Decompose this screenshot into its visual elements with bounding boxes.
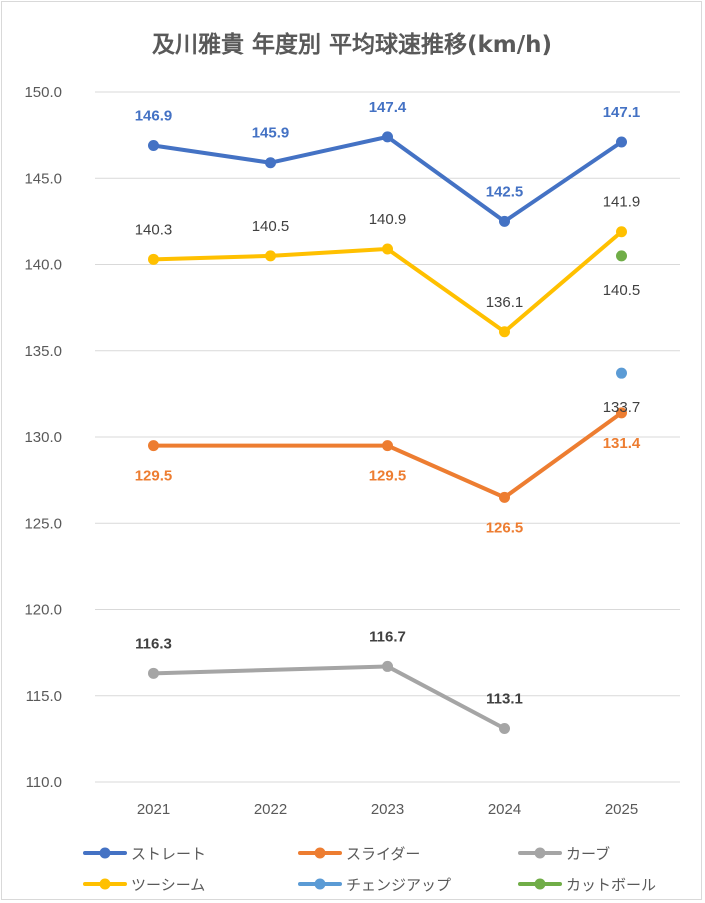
legend-marker [99, 847, 111, 859]
data-point [265, 250, 276, 262]
data-point [148, 667, 159, 679]
legend-label: ストレート [131, 845, 206, 863]
data-point [616, 226, 627, 238]
y-tick-label: 135.0 [24, 343, 62, 360]
data-label: 147.4 [369, 99, 407, 116]
legend-item: スライダー [298, 845, 420, 863]
legend-item: チェンジアップ [298, 876, 451, 894]
legend-label: カットボール [566, 876, 656, 894]
data-point [265, 157, 276, 169]
data-point [616, 250, 627, 262]
data-label: 146.9 [135, 107, 173, 124]
data-point [382, 440, 393, 452]
y-tick-label: 125.0 [24, 515, 62, 532]
data-point [148, 139, 159, 151]
y-tick-label: 130.0 [24, 429, 62, 446]
y-axis-ticks: 110.0 115.0 120.0 125.0 130.0 135.0 140.0 145.0… [24, 84, 62, 791]
x-tick-label: 2024 [488, 801, 521, 818]
data-label: 129.5 [135, 468, 173, 485]
legend-label: チェンジアップ [346, 876, 451, 894]
data-point [148, 440, 159, 452]
legend-marker [534, 878, 546, 890]
legend-marker [314, 847, 326, 859]
y-tick-label: 140.0 [24, 257, 62, 274]
data-point [148, 253, 159, 265]
y-tick-label: 110.0 [26, 774, 62, 791]
legend-item: カットボール [518, 876, 656, 894]
series-line-1 [151, 410, 624, 500]
y-tick-label: 145.0 [24, 170, 62, 187]
data-point [382, 660, 393, 672]
data-point [499, 491, 510, 503]
data-point [382, 243, 393, 255]
data-point [382, 131, 393, 143]
data-label: 140.5 [603, 282, 641, 299]
x-tick-label: 2022 [254, 801, 287, 818]
chart-title: 及川雅貴 年度別 平均球速推移(km/h) [152, 31, 552, 58]
y-tick-label: 115.0 [26, 688, 62, 705]
data-label: 136.1 [486, 294, 524, 311]
x-tick-label: 2021 [137, 801, 170, 818]
data-label: 140.9 [369, 211, 407, 228]
data-label: 126.5 [486, 519, 524, 536]
legend-marker [534, 847, 546, 859]
x-tick-label: 2023 [371, 801, 404, 818]
data-label: 131.4 [603, 435, 641, 452]
data-label: 113.1 [486, 691, 523, 708]
data-label: 141.9 [603, 194, 641, 211]
data-point [499, 215, 510, 227]
data-label: 140.3 [135, 221, 173, 238]
legend-item: ストレート [83, 845, 206, 863]
data-point [616, 367, 627, 379]
data-labels: 140.3 140.5 140.9 136.1 141.9 129.5 129.5 126.5… [135, 99, 641, 708]
series-line-2 [151, 664, 507, 731]
legend-item: カーブ [518, 845, 610, 863]
data-label: 116.3 [135, 635, 172, 652]
data-label: 116.7 [369, 628, 406, 645]
data-label: 145.9 [252, 125, 290, 142]
series-line-0 [151, 134, 624, 224]
data-point [499, 326, 510, 338]
data-label: 142.5 [486, 183, 524, 200]
series-points [148, 131, 627, 735]
x-axis-ticks: 2021 2022 2023 2024 2025 [137, 801, 638, 818]
legend-label: ツーシーム [131, 876, 205, 894]
data-label: 129.5 [369, 468, 407, 485]
x-tick-label: 2025 [605, 801, 638, 818]
data-point [499, 723, 510, 735]
y-tick-label: 150.0 [24, 84, 62, 101]
legend-item: ツーシーム [83, 876, 205, 894]
data-label: 133.7 [603, 399, 641, 416]
data-point [616, 407, 627, 419]
gridlines [95, 91, 680, 783]
data-point [616, 136, 627, 148]
legend-marker [314, 878, 326, 890]
legend-label: カーブ [566, 845, 610, 863]
y-tick-label: 120.0 [24, 602, 62, 619]
data-label: 147.1 [603, 104, 641, 121]
data-label: 140.5 [252, 218, 290, 235]
legend-marker [99, 878, 111, 890]
legend-label: スライダー [346, 845, 420, 863]
